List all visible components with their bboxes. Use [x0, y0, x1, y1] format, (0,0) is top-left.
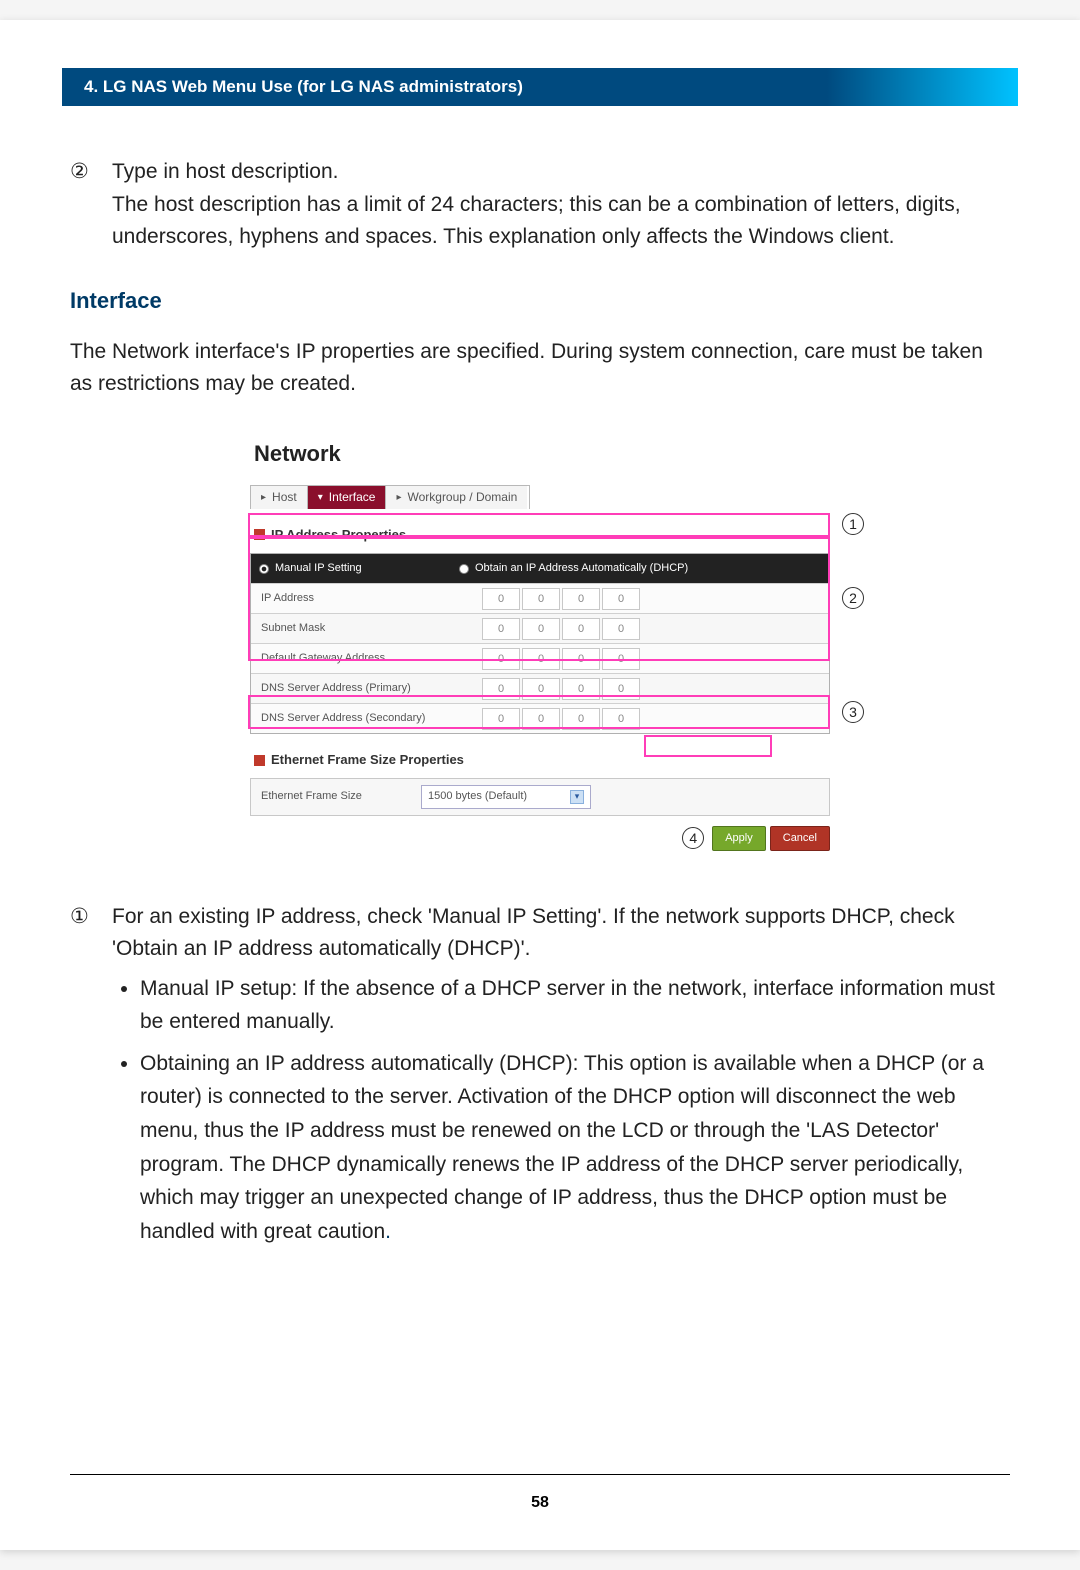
ip-octet-input[interactable]: 0	[522, 708, 560, 730]
tab-interface[interactable]: ▾ Interface	[308, 486, 387, 509]
ip-octet-input[interactable]: 0	[602, 708, 640, 730]
tab-host[interactable]: ▸ Host	[251, 486, 308, 509]
callout-4: 4	[682, 827, 704, 849]
apply-label: Apply	[725, 832, 753, 844]
row-ip-label: IP Address	[251, 584, 481, 613]
ip-octet-input[interactable]: 0	[562, 648, 600, 670]
screenshot-title: Network	[254, 437, 830, 471]
cancel-label: Cancel	[783, 832, 817, 844]
chevron-down-icon: ▾	[570, 790, 584, 804]
ip-panel-label-text: IP Address Properties	[271, 525, 406, 545]
interface-paragraph: The Network interface's IP properties ar…	[70, 336, 1010, 401]
tab-workgroup-label: Workgroup / Domain	[407, 488, 517, 507]
chevron-right-icon: ▸	[261, 490, 266, 506]
callout-1: 1	[842, 513, 864, 535]
apply-button[interactable]: Apply	[712, 826, 766, 851]
document-page: 4. LG NAS Web Menu Use (for LG NAS admin…	[0, 20, 1080, 1550]
numbered-list: ① For an existing IP address, check 'Man…	[70, 901, 1010, 1257]
ip-octet-input[interactable]: 0	[482, 588, 520, 610]
eth-select-value: 1500 bytes (Default)	[428, 788, 527, 805]
chevron-down-icon: ▾	[318, 490, 323, 506]
tab-interface-label: Interface	[329, 488, 376, 507]
ip-octet-input[interactable]: 0	[602, 648, 640, 670]
ip-properties-table: Manual IP Setting Obtain an IP Address A…	[250, 553, 830, 734]
ip-octet-input[interactable]: 0	[522, 618, 560, 640]
ip-octet-input[interactable]: 0	[522, 588, 560, 610]
radio-manual-label: Manual IP Setting	[275, 560, 362, 577]
eth-panel-label-text: Ethernet Frame Size Properties	[271, 750, 464, 770]
row-dns1: DNS Server Address (Primary) 0000	[251, 673, 829, 703]
radio-dhcp[interactable]: Obtain an IP Address Automatically (DHCP…	[459, 560, 688, 577]
interface-heading: Interface	[70, 284, 1010, 318]
callout-2: 2	[842, 587, 864, 609]
page-number: 58	[0, 1494, 1080, 1512]
step-2-line2: The host description has a limit of 24 c…	[112, 189, 1010, 254]
footer-rule	[70, 1474, 1010, 1475]
square-icon	[254, 755, 265, 766]
ip-octet-input[interactable]: 0	[602, 678, 640, 700]
bullet-list: Manual IP setup: If the absence of a DHC…	[70, 972, 1010, 1249]
ip-octet-input[interactable]: 0	[602, 588, 640, 610]
row-dns1-label: DNS Server Address (Primary)	[251, 674, 481, 703]
ip-rows: IP Address 0000 Subnet Mask 0000 Default…	[251, 583, 829, 733]
ip-octet-input[interactable]: 0	[562, 678, 600, 700]
tab-host-label: Host	[272, 488, 297, 507]
radio-dhcp-label: Obtain an IP Address Automatically (DHCP…	[475, 560, 688, 577]
tab-workgroup[interactable]: ▸ Workgroup / Domain	[386, 486, 527, 509]
radio-dot-icon	[459, 564, 469, 574]
step-2-number: ②	[70, 156, 112, 254]
ip-octet-input[interactable]: 0	[482, 708, 520, 730]
bullet-2-text: Obtaining an IP address automatically (D…	[140, 1052, 984, 1243]
body: ② Type in host description. The host des…	[70, 156, 1010, 1256]
radio-manual-ip[interactable]: Manual IP Setting	[259, 560, 459, 577]
ip-panel-label: IP Address Properties	[254, 525, 830, 545]
ip-octet-input[interactable]: 0	[522, 648, 560, 670]
tab-bar: ▸ Host ▾ Interface ▸ Workgroup / Domain	[250, 485, 530, 509]
bullet-2: Obtaining an IP address automatically (D…	[140, 1047, 1010, 1249]
ip-octet-input[interactable]: 0	[482, 678, 520, 700]
ip-octet-input[interactable]: 0	[482, 618, 520, 640]
radio-dot-icon	[259, 564, 269, 574]
row-ip-address: IP Address 0000	[251, 583, 829, 613]
ip-octet-input[interactable]: 0	[602, 618, 640, 640]
eth-frame-row: Ethernet Frame Size 1500 bytes (Default)…	[250, 778, 830, 815]
ip-octet-input[interactable]: 0	[522, 678, 560, 700]
row-subnet-label: Subnet Mask	[251, 614, 481, 643]
row-subnet: Subnet Mask 0000	[251, 613, 829, 643]
ip-octet-input[interactable]: 0	[562, 618, 600, 640]
eth-frame-select[interactable]: 1500 bytes (Default) ▾	[421, 785, 591, 808]
ip-radio-header: Manual IP Setting Obtain an IP Address A…	[251, 554, 829, 583]
ip-octet-input[interactable]: 0	[562, 708, 600, 730]
row-dns2-label: DNS Server Address (Secondary)	[251, 704, 481, 733]
step-2: ② Type in host description. The host des…	[70, 156, 1010, 254]
cancel-button[interactable]: Cancel	[770, 826, 830, 851]
eth-row-label: Ethernet Frame Size	[261, 788, 421, 805]
row-dns2: DNS Server Address (Secondary) 0000	[251, 703, 829, 733]
list-item-1-main: For an existing IP address, check 'Manua…	[112, 905, 955, 961]
step-2-content: Type in host description. The host descr…	[112, 156, 1010, 254]
row-gateway: Default Gateway Address 0000	[251, 643, 829, 673]
chapter-header: 4. LG NAS Web Menu Use (for LG NAS admin…	[62, 68, 1018, 106]
chevron-right-icon: ▸	[396, 490, 401, 506]
row-gateway-label: Default Gateway Address	[251, 644, 481, 673]
eth-panel-label: Ethernet Frame Size Properties	[254, 750, 830, 770]
bullet-1: Manual IP setup: If the absence of a DHC…	[140, 972, 1010, 1039]
list-item-1-text: For an existing IP address, check 'Manua…	[112, 901, 1010, 1257]
square-icon	[254, 529, 265, 540]
network-screenshot: Network ▸ Host ▾ Interface ▸ Workgroup / Do…	[225, 423, 855, 861]
ip-octet-input[interactable]: 0	[562, 588, 600, 610]
step-2-line1: Type in host description.	[112, 156, 1010, 189]
list-item-1: ① For an existing IP address, check 'Man…	[70, 901, 1010, 1257]
ip-octet-input[interactable]: 0	[482, 648, 520, 670]
callout-3: 3	[842, 701, 864, 723]
button-row: 4 Apply Cancel	[250, 826, 830, 851]
bullet-2-dot: .	[385, 1220, 391, 1243]
